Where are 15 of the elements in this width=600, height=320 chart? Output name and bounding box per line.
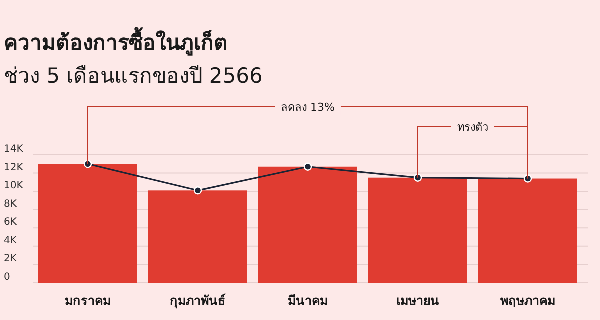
x-tick-label: พฤษภาคม <box>500 293 556 308</box>
y-tick-label: 6K <box>4 217 18 228</box>
y-tick-label: 2K <box>4 254 18 265</box>
y-tick-label: 14K <box>4 144 24 155</box>
chart-title: ความต้องการซื้อในภูเก็ต <box>4 27 228 57</box>
y-tick-label: 10K <box>4 180 24 192</box>
y-tick-label: 8K <box>4 198 18 210</box>
x-tick-label: มกราคม <box>65 293 111 308</box>
chart-subtitle: ช่วง 5 เดือนแรกของปี 2566 <box>4 64 263 88</box>
x-tick-label: เมษายน <box>396 293 440 308</box>
y-tick-label: 4K <box>4 235 18 246</box>
y-tick-label: 0 <box>4 272 10 283</box>
y-tick-label: 12K <box>4 162 24 174</box>
x-tick-label: มีนาคม <box>288 293 328 308</box>
x-tick-label: กุมภาพันธ์ <box>170 293 226 309</box>
